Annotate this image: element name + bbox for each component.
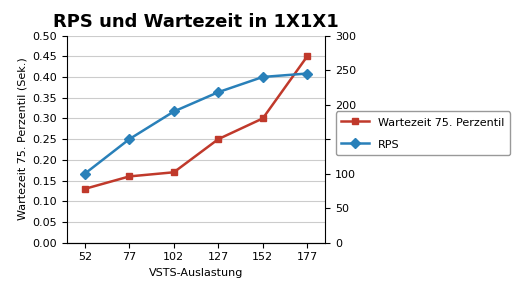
Legend: Wartezeit 75. Perzentil, RPS: Wartezeit 75. Perzentil, RPS: [336, 111, 510, 155]
Wartezeit 75. Perzentil: [260, 117, 266, 120]
X-axis label: VSTS-Auslastung: VSTS-Auslastung: [149, 268, 243, 278]
Title: RPS und Wartezeit in 1X1X1: RPS und Wartezeit in 1X1X1: [53, 13, 339, 31]
RPS: [304, 72, 311, 75]
Wartezeit 75. Perzentil: [126, 175, 133, 178]
Wartezeit 75. Perzentil: [171, 170, 177, 174]
RPS: [260, 75, 266, 79]
RPS: [126, 137, 133, 141]
RPS: [215, 90, 221, 94]
Line: RPS: RPS: [82, 70, 311, 177]
Wartezeit 75. Perzentil: [82, 187, 88, 191]
Wartezeit 75. Perzentil: [215, 137, 221, 141]
RPS: [82, 172, 88, 176]
Line: Wartezeit 75. Perzentil: Wartezeit 75. Perzentil: [82, 53, 311, 192]
Y-axis label: RPS: RPS: [360, 128, 370, 150]
RPS: [171, 110, 177, 113]
Wartezeit 75. Perzentil: [304, 54, 311, 58]
Y-axis label: Wartezeit 75. Perzentil (Sek.): Wartezeit 75. Perzentil (Sek.): [17, 58, 27, 221]
